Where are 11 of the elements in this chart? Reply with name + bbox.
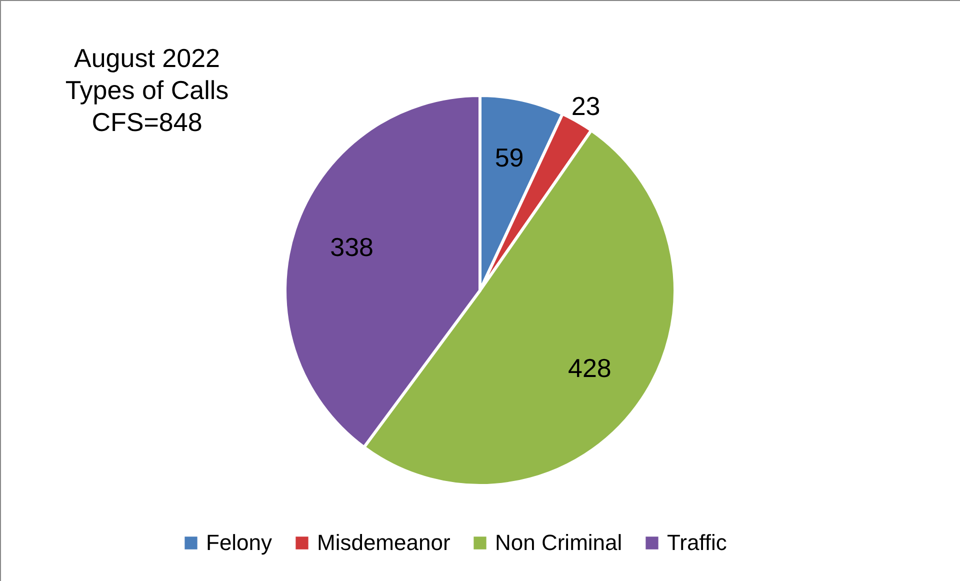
legend-label: Non Criminal [495,530,622,555]
data-label: 59 [494,142,524,173]
text: CFS=848 [92,107,202,137]
chart-subtitle: Types of Calls [65,75,229,105]
legend-label: Misdemeanor [317,530,450,555]
data-label: 338 [330,232,374,262]
legend-label: Traffic [667,530,727,555]
chart-title: August 2022 [74,43,220,73]
data-label: 428 [568,353,612,384]
legend-label: Felony [206,530,272,555]
data-label: 23 [571,90,600,121]
